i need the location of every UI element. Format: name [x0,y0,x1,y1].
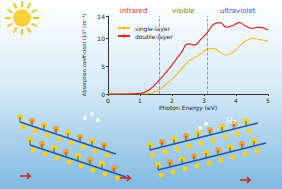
svg-text:14: 14 [97,13,105,20]
svg-text:infrared: infrared [120,7,148,15]
svg-text:0: 0 [106,97,110,104]
svg-text:5: 5 [101,63,105,70]
svg-text:3: 3 [202,97,206,104]
svg-text:1: 1 [138,97,142,104]
svg-text:Photon Energy (eV): Photon Energy (eV) [159,104,217,112]
svg-text:Absorption coefficient (10⁵ cm: Absorption coefficient (10⁵ cm⁻¹) [81,14,88,96]
svg-text:0: 0 [101,91,105,98]
svg-text:H₂: H₂ [226,116,237,126]
svg-text:visible: visible [172,7,194,15]
svg-text:5: 5 [266,97,270,104]
svg-text:4: 4 [234,97,238,104]
svg-text:10: 10 [97,35,105,42]
svg-text:2: 2 [170,97,174,104]
svg-text:double-layer: double-layer [135,33,173,41]
svg-text:single-layer: single-layer [135,25,171,33]
svg-text:ultraviolet: ultraviolet [220,7,256,15]
